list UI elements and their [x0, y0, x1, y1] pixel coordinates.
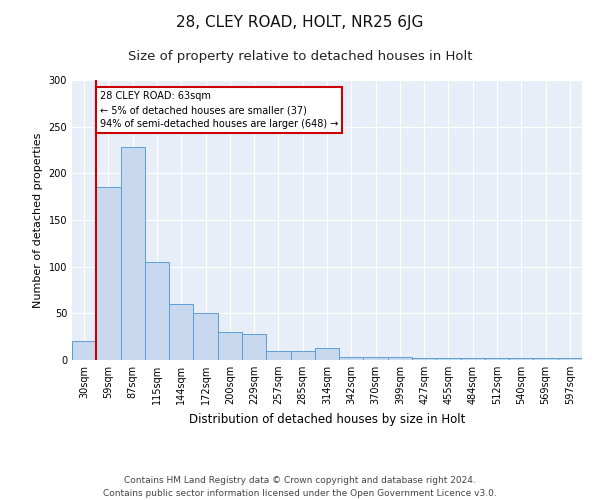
Bar: [72, 342, 96, 360]
Bar: [242, 334, 266, 360]
Bar: [533, 358, 558, 360]
Bar: [364, 357, 388, 360]
Y-axis label: Number of detached properties: Number of detached properties: [33, 132, 43, 308]
Bar: [193, 314, 218, 360]
Bar: [96, 188, 121, 360]
Bar: [558, 358, 582, 360]
Text: 28 CLEY ROAD: 63sqm
← 5% of detached houses are smaller (37)
94% of semi-detache: 28 CLEY ROAD: 63sqm ← 5% of detached hou…: [100, 91, 338, 129]
Bar: [290, 350, 315, 360]
Bar: [218, 332, 242, 360]
Text: Contains HM Land Registry data © Crown copyright and database right 2024.
Contai: Contains HM Land Registry data © Crown c…: [103, 476, 497, 498]
X-axis label: Distribution of detached houses by size in Holt: Distribution of detached houses by size …: [189, 412, 465, 426]
Bar: [266, 350, 290, 360]
Text: 28, CLEY ROAD, HOLT, NR25 6JG: 28, CLEY ROAD, HOLT, NR25 6JG: [176, 15, 424, 30]
Bar: [315, 348, 339, 360]
Bar: [412, 358, 436, 360]
Bar: [509, 358, 533, 360]
Text: Size of property relative to detached houses in Holt: Size of property relative to detached ho…: [128, 50, 472, 63]
Bar: [461, 358, 485, 360]
Bar: [339, 357, 364, 360]
Bar: [121, 147, 145, 360]
Bar: [436, 358, 461, 360]
Bar: [388, 357, 412, 360]
Bar: [169, 304, 193, 360]
Bar: [145, 262, 169, 360]
Bar: [485, 358, 509, 360]
